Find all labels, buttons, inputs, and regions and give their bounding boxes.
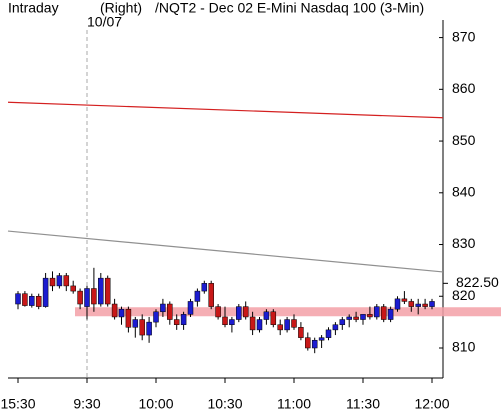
chart-instrument: /NQT2 - Dec 02 E-Mini Nasdaq 100 (3-Min) [155, 0, 424, 16]
candle-body [42, 277, 49, 307]
candle-body [394, 298, 401, 310]
candle-body [346, 316, 352, 320]
x-tick-label: 15:30 [0, 396, 35, 412]
y-tick-label: 840 [452, 183, 476, 199]
y-tick-label: 850 [452, 132, 476, 148]
candle-body [360, 314, 366, 320]
candle-body [263, 311, 270, 320]
candle-body [208, 283, 214, 307]
candle-body [332, 324, 339, 331]
candle-body [318, 337, 325, 341]
candle-body [77, 290, 83, 305]
chart-mode: (Right) [100, 0, 142, 16]
candle-body [98, 277, 104, 305]
candle-body [325, 329, 332, 338]
candle-body [429, 301, 435, 307]
candle-body [180, 314, 187, 325]
x-tick-label: 12:00 [414, 396, 449, 412]
candle-body [408, 301, 415, 307]
candle-body [194, 290, 201, 302]
candle-body [284, 319, 290, 331]
candle-body [153, 311, 159, 323]
candle-body [139, 319, 145, 336]
candle-body [291, 319, 297, 328]
candle-body [173, 319, 180, 325]
candle-body [387, 308, 394, 320]
candle-body [118, 308, 125, 318]
x-tick-label: 10:30 [207, 396, 242, 412]
overlay-line [7, 230, 444, 273]
chart-title: Intraday [8, 0, 59, 16]
candle-body [222, 316, 228, 325]
candle-body [91, 288, 97, 305]
candle-body [84, 288, 90, 307]
y-tick-label: 830 [452, 235, 476, 251]
candle-body [270, 311, 277, 325]
candle-body [229, 319, 235, 325]
candle-body [63, 275, 70, 287]
candle-body [111, 303, 118, 318]
candle-body [215, 306, 221, 318]
y-tick-label: 860 [452, 80, 476, 96]
x-tick-label: 10:00 [138, 396, 173, 412]
candle-body [367, 314, 373, 318]
session-date: 10/07 [87, 14, 122, 30]
candle-body [160, 303, 166, 313]
candle-body [339, 319, 346, 325]
last-price-label: 822.50 [456, 274, 499, 290]
x-tick-label: 11:30 [346, 396, 380, 412]
candle-body [249, 316, 256, 331]
overlay-line [7, 101, 444, 119]
candle-body [35, 296, 42, 307]
candle-body [167, 303, 173, 320]
candle-body [401, 298, 408, 302]
candle-body [298, 327, 304, 338]
candle-body [201, 283, 208, 292]
candle-body [353, 316, 359, 320]
y-tick-label: 870 [452, 28, 476, 44]
candle-body [125, 308, 132, 328]
candle-body [374, 306, 380, 318]
candle-body [22, 293, 28, 306]
candle-body [49, 277, 56, 287]
candle-body [146, 321, 152, 336]
candle-body [56, 275, 63, 287]
x-tick-label: 11:00 [277, 396, 311, 412]
candle-body [277, 324, 283, 331]
candle-body [415, 303, 421, 307]
candle-body [187, 301, 194, 315]
candle-body [256, 319, 263, 331]
candle-body [422, 303, 428, 307]
y-tick-label: 810 [452, 339, 476, 355]
candle-body [132, 319, 139, 328]
candle-body [104, 277, 111, 305]
candle-body [305, 337, 311, 349]
y-tick-label: 820 [452, 287, 476, 303]
candle-body [242, 306, 249, 318]
candle-body [311, 339, 318, 349]
candle-body [236, 306, 242, 320]
candle-body [70, 285, 76, 292]
candle-body [15, 293, 21, 305]
candle-body [29, 296, 35, 306]
candle-body [380, 306, 387, 320]
x-tick-label: 9:30 [73, 396, 100, 412]
